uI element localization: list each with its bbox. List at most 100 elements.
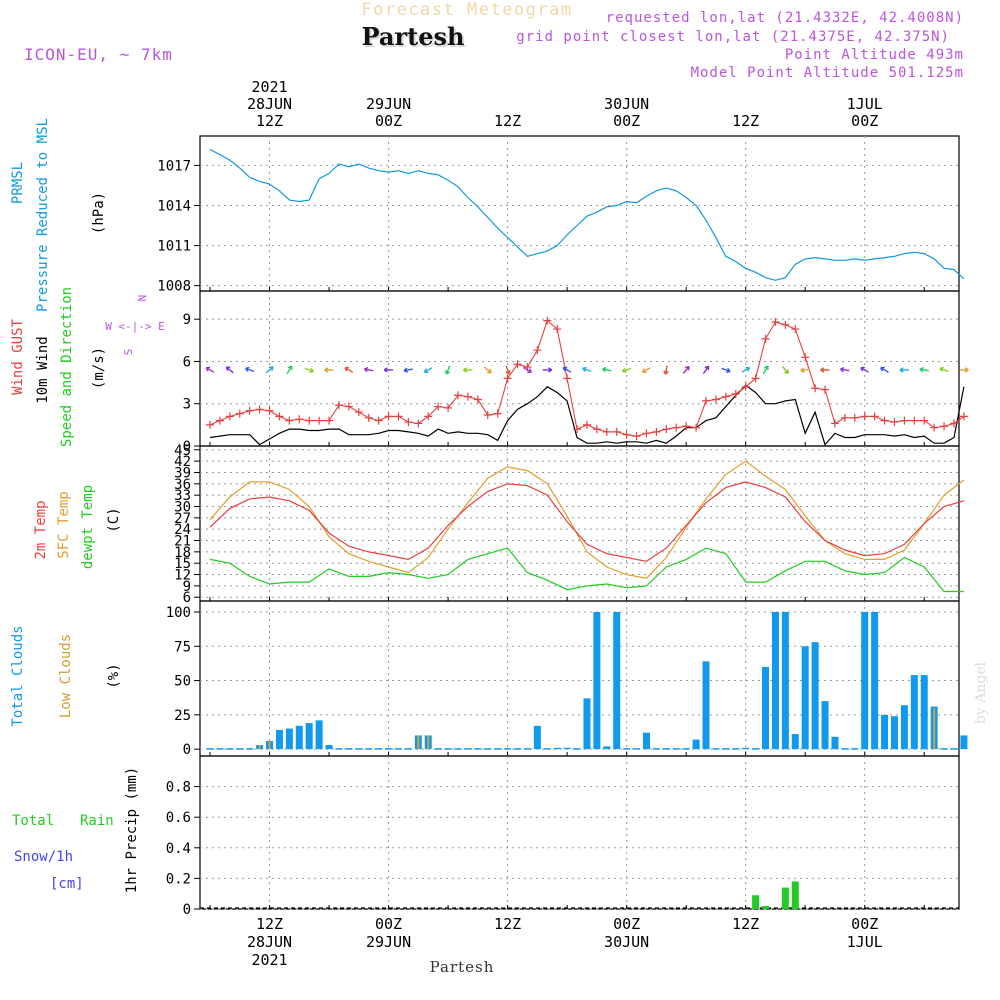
y-tick-label: 9 <box>183 579 191 595</box>
gust-marker <box>325 416 334 425</box>
total-cloud-bar <box>444 748 452 750</box>
wind-label-gust: Wind GUST <box>10 319 26 395</box>
wind-arrow <box>781 366 789 375</box>
y-tick-label: 1008 <box>157 279 191 295</box>
gust-marker <box>602 427 611 436</box>
chart-title: Forecast Meteogram <box>361 0 572 20</box>
credit-watermark: by Angel <box>973 661 989 724</box>
gust-marker <box>920 416 929 425</box>
y-tick-label: 33 <box>174 488 191 504</box>
y-tick-label: 0 <box>183 742 191 758</box>
total-cloud-bar <box>494 748 502 750</box>
total-cloud-bar <box>593 611 601 750</box>
gust-marker <box>940 422 949 431</box>
gust-marker <box>543 316 552 325</box>
total-cloud-bar <box>950 748 958 750</box>
low-cloud-bar <box>427 735 430 750</box>
total-cloud-bar <box>394 748 402 750</box>
wind-arrow <box>363 366 374 373</box>
y-tick-label: 24 <box>174 522 191 538</box>
gust-marker <box>493 409 502 418</box>
time-label: 29JUN <box>366 933 411 951</box>
y-tick-label: 0.2 <box>166 871 191 887</box>
wind-arrow <box>939 366 949 373</box>
total-cloud-bar <box>801 646 809 750</box>
gust-marker <box>801 353 810 362</box>
time-label: 12Z <box>732 915 759 933</box>
y-tick-label: 0 <box>183 902 191 918</box>
footer-location: Partesh <box>430 958 495 976</box>
y-tick-label: 27 <box>174 511 191 527</box>
precip-label-rain: Rain <box>80 813 114 829</box>
wind-label-speed-direction: Speed and Direction <box>59 287 75 447</box>
gust-marker <box>751 374 760 383</box>
location-title: Partesh <box>362 22 465 51</box>
gust-marker <box>711 395 720 404</box>
total-cloud-bar <box>285 728 293 750</box>
clouds-y-ticks: 0 25 50 75 100 <box>166 605 925 758</box>
time-label: 00Z <box>851 915 878 933</box>
total-cloud-bar <box>652 748 660 750</box>
wind-arrow <box>762 365 769 375</box>
gust-marker <box>930 423 939 432</box>
requested-coordinates: requested lon,lat (21.4332E, 42.4008N) <box>606 10 964 26</box>
wind-arrow <box>621 367 632 373</box>
gust-marker <box>404 418 413 427</box>
total-cloud-bar <box>881 714 889 750</box>
wind-arrow <box>959 367 969 373</box>
total-cloud-bar <box>583 698 591 750</box>
gust-marker <box>473 395 482 404</box>
y-tick-label: 6 <box>183 354 191 370</box>
wind-arrow <box>265 366 274 374</box>
gust-marker <box>652 427 661 436</box>
total-cloud-bar <box>325 745 333 750</box>
total-cloud-bar <box>920 675 928 750</box>
gust-marker <box>334 401 343 410</box>
gust-marker <box>285 416 294 425</box>
pressure-unit: (hPa) <box>91 192 107 234</box>
time-label: 12Z <box>256 112 283 130</box>
total-cloud-bar <box>960 735 968 750</box>
gust-marker <box>850 413 859 422</box>
total-cloud-bar <box>831 736 839 750</box>
total-cloud-bar <box>821 701 829 750</box>
gust-marker <box>672 423 681 432</box>
time-label: 1JUL <box>847 95 883 113</box>
surface-temp-line <box>209 460 965 579</box>
total-cloud-bar <box>345 748 353 750</box>
gust-marker <box>255 405 264 414</box>
total-cloud-bar <box>315 720 323 750</box>
y-tick-label: 1014 <box>157 198 191 214</box>
gust-marker <box>513 360 522 369</box>
time-label: 1JUL <box>847 933 883 951</box>
gust-marker <box>553 325 562 334</box>
total-cloud-bar <box>940 748 948 750</box>
gust-marker <box>503 374 512 383</box>
wind-arrow <box>800 367 810 373</box>
total-cloud-bar <box>573 748 581 750</box>
temp-2m-line <box>209 481 965 562</box>
wind-unit: (m/s) <box>91 347 107 389</box>
total-cloud-bar <box>662 748 670 750</box>
y-tick-label: 0.8 <box>166 780 191 796</box>
gust-marker <box>354 408 363 417</box>
pressure-y-ticks: 1008 1011 1014 1017 <box>157 158 925 295</box>
y-tick-label: 0.4 <box>166 841 191 857</box>
wind-arrow <box>562 366 572 373</box>
gust-marker <box>265 406 274 415</box>
wind-arrow <box>205 366 215 373</box>
gust-marker <box>592 425 601 434</box>
wind-arrow <box>860 366 869 373</box>
total-cloud-bar <box>275 729 283 750</box>
y-tick-label: 1017 <box>157 158 191 174</box>
precip-panel: 0 0.2 0.4 0.6 0.8 Total Rain Snow/1h [cm] 1h… <box>12 755 960 918</box>
total-cloud-bar <box>623 748 631 750</box>
location-title-shadow: Partesh <box>364 24 467 53</box>
y-tick-label: 45 <box>174 443 191 459</box>
gust-marker <box>642 429 651 438</box>
total-cloud-bar <box>722 748 730 750</box>
point-altitude: Point Altitude 493m <box>785 47 964 63</box>
